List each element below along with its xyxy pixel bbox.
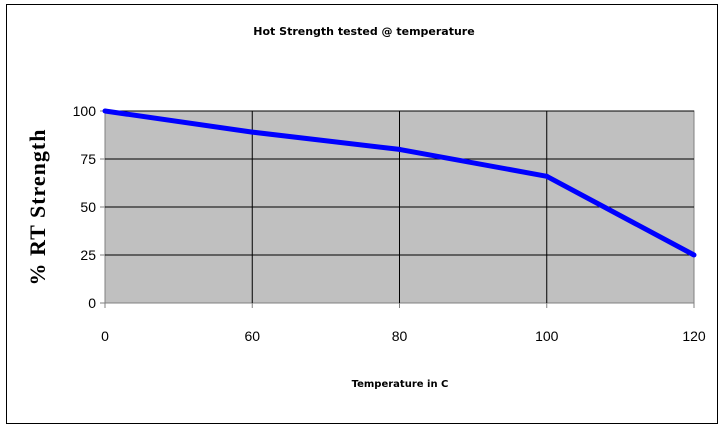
y-tick-label: 50 (80, 199, 96, 215)
x-axis-label: Temperature in C (352, 379, 449, 390)
data-point (397, 146, 402, 152)
data-point (249, 129, 255, 135)
series-layer (102, 108, 697, 258)
chart-frame: Hot Strength tested @ temperature 0 60 80 1… (6, 4, 718, 424)
x-tick-label: 0 (101, 328, 109, 344)
plot-area: 0 60 80 100 120 0 25 50 75 100 (73, 103, 706, 344)
y-axis-label: % RT Strength (25, 129, 50, 286)
x-tick-label: 120 (682, 328, 706, 344)
x-tick-label: 100 (535, 328, 559, 344)
data-point (102, 108, 108, 114)
y-axis-ticks: 0 25 50 75 100 (73, 103, 105, 311)
gridlines (105, 110, 694, 304)
y-tick-label: 25 (80, 247, 96, 263)
chart-title: Hot Strength tested @ temperature (253, 25, 474, 38)
x-tick-label: 60 (244, 328, 260, 344)
chart: Hot Strength tested @ temperature 0 60 80 1… (25, 25, 706, 390)
x-tick-label: 80 (392, 328, 408, 344)
data-point (691, 252, 697, 258)
y-tick-label: 100 (73, 103, 97, 119)
y-tick-label: 75 (80, 151, 96, 167)
data-point (544, 173, 550, 179)
y-tick-label: 0 (88, 295, 96, 311)
x-axis-ticks: 0 60 80 100 120 (101, 303, 706, 344)
